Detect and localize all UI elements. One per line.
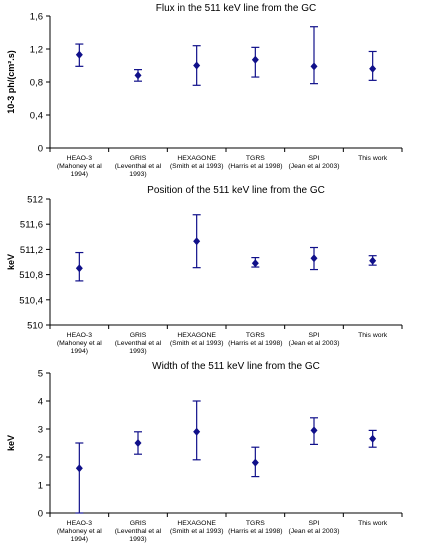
y-tick-label: 510,8 bbox=[19, 270, 43, 281]
x-tick-label: This work bbox=[358, 332, 388, 339]
x-tick-label: SPI (Jean et al 2003) bbox=[288, 332, 339, 347]
x-tick-label: TGRS (Harris et al 1998) bbox=[228, 332, 282, 347]
chart-panel-3: Width of the 511 keV line from the GC 0 1 2… bbox=[6, 361, 403, 543]
data-point bbox=[310, 254, 318, 263]
data-point bbox=[134, 71, 142, 80]
data-point bbox=[75, 264, 83, 273]
data-point bbox=[134, 439, 142, 447]
x-tick-label: GRIS (Leventhal et al 1993) bbox=[115, 332, 162, 355]
y-tick-label: 512 bbox=[27, 195, 43, 206]
y-tick-label: 511,6 bbox=[20, 220, 43, 231]
y-tick-label: 0,8 bbox=[30, 78, 43, 89]
data-point bbox=[310, 62, 318, 71]
x-tick-label: This work bbox=[358, 155, 388, 162]
x-tick-label: GRIS (Leventhal et al 1993) bbox=[115, 155, 162, 178]
data-point bbox=[75, 464, 83, 473]
x-tick-label: SPI (Jean et al 2003) bbox=[288, 155, 339, 170]
x-tick-label: GRIS (Leventhal et al 1993) bbox=[115, 520, 162, 543]
data-point bbox=[310, 426, 318, 435]
x-tick-label: HEAO-3 (Mahoney et al 1994) bbox=[57, 332, 102, 355]
data-point bbox=[75, 50, 83, 59]
y-tick-label: 510 bbox=[27, 321, 43, 332]
x-tick-label: HEXAGONE (Smith et al 1993) bbox=[170, 332, 224, 347]
y-tick-label: 1,6 bbox=[30, 12, 43, 23]
y-tick-label: 0,4 bbox=[30, 111, 43, 122]
data-point bbox=[251, 55, 259, 64]
y-tick-label: 0 bbox=[38, 509, 43, 520]
chart-panel-1: Flux in the 511 keV line from the GC 0 0,4… bbox=[6, 3, 403, 178]
data-point bbox=[251, 458, 259, 467]
data-point bbox=[251, 259, 259, 268]
x-tick-label: SPI (Jean et al 2003) bbox=[288, 520, 339, 535]
x-tick-label: HEAO-3 (Mahoney et al 1994) bbox=[57, 155, 102, 178]
y-tick-label: 0 bbox=[38, 144, 43, 155]
x-tick-label: HEAO-3 (Mahoney et al 1994) bbox=[57, 520, 102, 543]
chart-title: Position of the 511 keV line from the GC bbox=[147, 185, 325, 196]
chart-title: Flux in the 511 keV line from the GC bbox=[156, 3, 316, 14]
y-axis-label: keV bbox=[6, 254, 16, 270]
y-tick-label: 5 bbox=[38, 369, 43, 380]
data-point bbox=[193, 61, 201, 70]
x-tick-label: TGRS (Harris et al 1998) bbox=[228, 520, 282, 535]
x-tick-label: HEXAGONE (Smith et al 1993) bbox=[170, 155, 224, 170]
chart-title: Width of the 511 keV line from the GC bbox=[152, 361, 320, 372]
data-point bbox=[193, 237, 201, 246]
y-tick-label: 4 bbox=[38, 397, 43, 408]
data-point bbox=[369, 256, 377, 265]
y-axis-label: keV bbox=[6, 435, 16, 451]
x-tick-label: TGRS (Harris et al 1998) bbox=[228, 155, 282, 170]
data-point bbox=[369, 434, 377, 443]
data-point bbox=[193, 427, 201, 436]
y-tick-label: 1,2 bbox=[30, 45, 43, 56]
data-point bbox=[369, 64, 377, 73]
y-tick-label: 2 bbox=[38, 453, 43, 464]
y-tick-label: 1 bbox=[38, 481, 43, 492]
chart-panel-2: Position of the 511 keV line from the GC… bbox=[6, 185, 403, 355]
y-tick-label: 3 bbox=[38, 425, 43, 436]
x-tick-label: This work bbox=[358, 520, 388, 527]
x-tick-label: HEXAGONE (Smith et al 1993) bbox=[170, 520, 224, 535]
y-tick-label: 511,2 bbox=[20, 245, 43, 256]
y-tick-label: 510,4 bbox=[19, 295, 43, 306]
y-axis-label: 10-3 ph/(cm².s) bbox=[6, 50, 16, 114]
